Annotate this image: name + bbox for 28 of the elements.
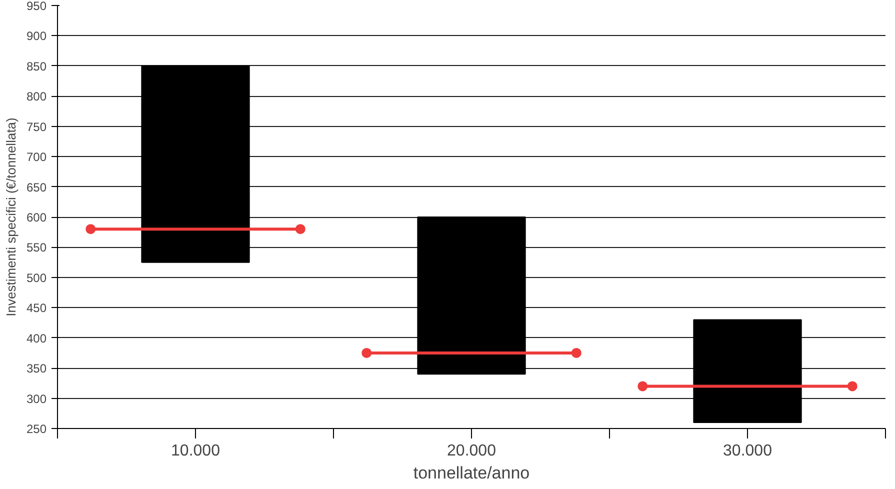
y-tick-label: 550 xyxy=(26,240,47,255)
y-tick-label: 950 xyxy=(26,0,47,13)
y-axis-title: Investimenti specifici (€/tonnellata) xyxy=(3,118,18,316)
y-tick-label: 300 xyxy=(26,392,47,406)
y-tick-label: 750 xyxy=(26,120,47,134)
y-tick-label: 450 xyxy=(26,301,47,316)
point xyxy=(571,348,582,358)
x-tick-label: 20.000 xyxy=(447,442,496,460)
y-tick-label: 250 xyxy=(26,422,47,436)
y-tick-label: 350 xyxy=(26,362,47,376)
y-tick-label: 900 xyxy=(26,29,47,44)
bar xyxy=(141,65,250,263)
x-tick-label: 30.000 xyxy=(723,442,772,460)
x-tick-label: 10.000 xyxy=(171,442,220,460)
x-axis-title: tonnellate/anno xyxy=(413,464,530,482)
y-tick-label: 700 xyxy=(26,150,47,164)
point xyxy=(362,348,372,358)
point xyxy=(847,381,858,392)
y-tick-label: 600 xyxy=(26,210,47,224)
bar xyxy=(417,216,526,375)
y-tick-label: 500 xyxy=(26,270,47,285)
point xyxy=(638,381,648,392)
y-tick-label: 850 xyxy=(26,59,47,74)
point xyxy=(86,224,96,234)
y-tick-label: 400 xyxy=(26,331,47,346)
point xyxy=(295,224,306,234)
y-tick-label: 800 xyxy=(26,90,47,104)
y-tick-label: 650 xyxy=(26,180,47,194)
